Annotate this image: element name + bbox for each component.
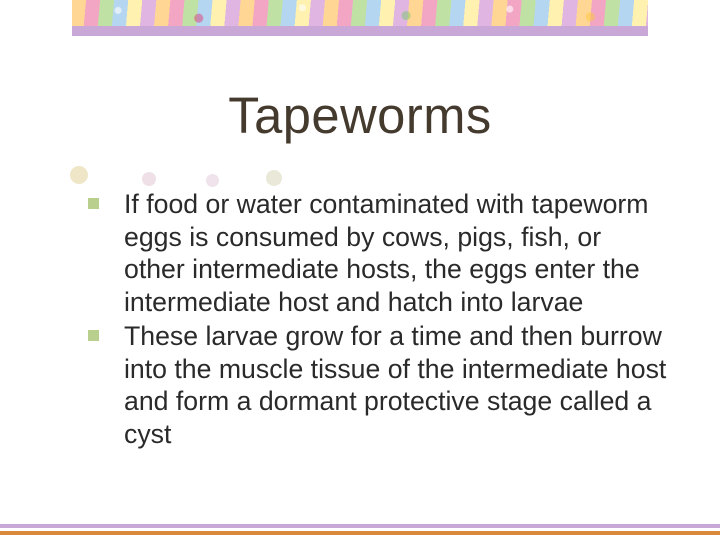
list-item: These larvae grow for a time and then bu… xyxy=(88,320,668,450)
header-decoration xyxy=(72,0,648,36)
page-title: Tapeworms xyxy=(0,86,720,145)
bg-dot xyxy=(206,174,219,187)
bg-dot xyxy=(142,172,156,186)
header-floral-band xyxy=(72,0,648,26)
footer-lavender-line xyxy=(0,524,720,528)
bg-dot xyxy=(266,170,282,186)
bullet-text: These larvae grow for a time and then bu… xyxy=(124,320,668,450)
list-item: If food or water contaminated with tapew… xyxy=(88,188,668,318)
content-area: If food or water contaminated with tapew… xyxy=(88,188,668,452)
bullet-text: If food or water contaminated with tapew… xyxy=(124,188,668,318)
title-container: Tapeworms xyxy=(0,86,720,145)
header-lavender-band xyxy=(72,26,648,36)
bg-dot xyxy=(70,166,88,184)
bullet-square-icon xyxy=(88,330,99,341)
footer-orange-line xyxy=(0,531,720,535)
bullet-square-icon xyxy=(88,198,99,209)
